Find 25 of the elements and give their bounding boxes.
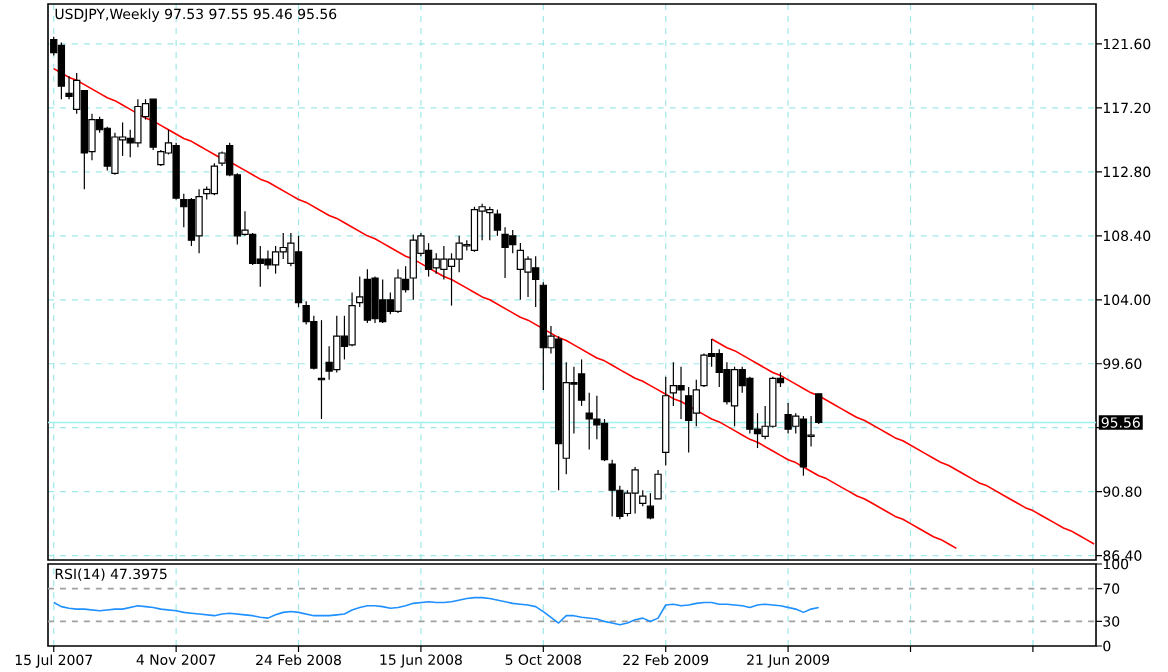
- candlestick: [279, 232, 287, 260]
- candlestick: [333, 315, 341, 374]
- candlestick: [486, 206, 494, 241]
- candlestick: [516, 242, 525, 301]
- candlestick: [363, 268, 372, 324]
- candlestick: [432, 252, 440, 275]
- candlestick: [195, 188, 203, 254]
- candlestick: [57, 41, 66, 100]
- candlestick: [371, 275, 379, 324]
- candlestick: [585, 392, 593, 451]
- candlestick: [394, 268, 402, 314]
- candlestick: [470, 206, 479, 253]
- candlestick: [799, 415, 808, 477]
- candlestick: [271, 245, 280, 275]
- candlestick: [409, 233, 417, 301]
- candlestick: [784, 402, 792, 435]
- candlestick: [730, 366, 739, 427]
- candlestick: [187, 197, 196, 247]
- candlestick: [149, 98, 157, 151]
- candlestick: [509, 229, 517, 254]
- candlestick: [103, 126, 111, 172]
- candlestick: [532, 255, 540, 308]
- candlestick: [631, 466, 639, 515]
- candlestick: [379, 278, 387, 324]
- candlestick: [608, 459, 616, 517]
